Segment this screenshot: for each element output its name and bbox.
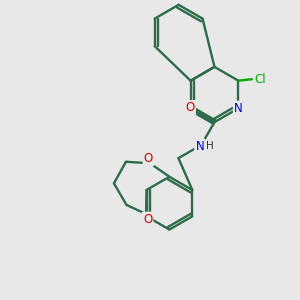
Text: N: N: [195, 140, 204, 153]
Text: Cl: Cl: [254, 73, 266, 86]
Text: O: O: [144, 152, 153, 165]
Text: N: N: [234, 102, 243, 115]
Text: O: O: [143, 213, 152, 226]
Text: O: O: [185, 101, 195, 114]
Text: H: H: [206, 141, 214, 151]
